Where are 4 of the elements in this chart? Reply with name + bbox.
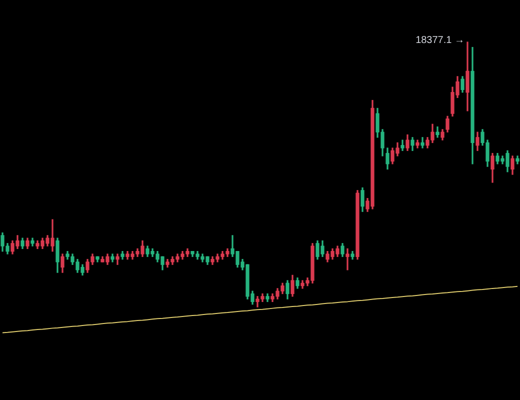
- candlestick: [420, 137, 424, 148]
- candlestick: [116, 254, 120, 265]
- candlestick: [346, 248, 350, 270]
- annotation: 18377.1 →: [416, 34, 464, 46]
